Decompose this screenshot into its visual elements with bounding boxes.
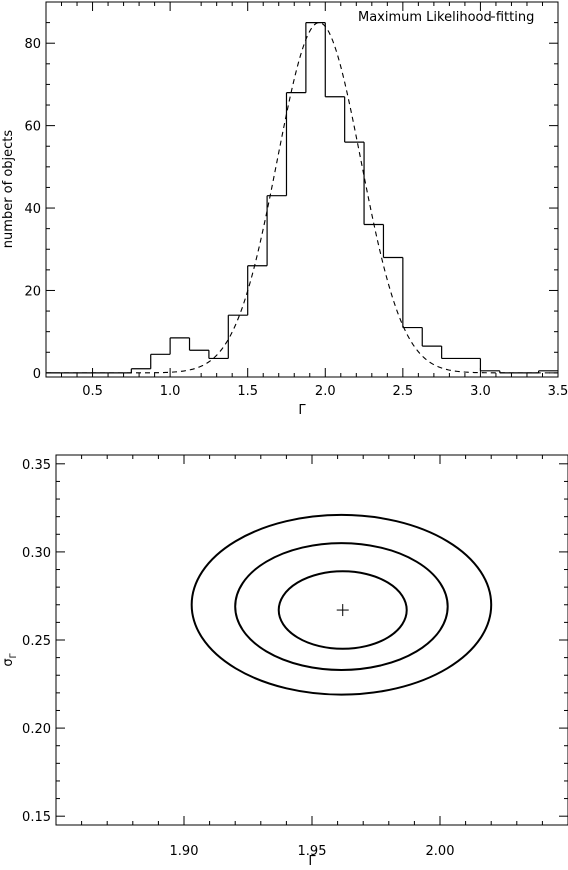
histogram-frame <box>45 1 559 378</box>
histogram-panel: 0.5 1.0 1.5 2.0 2.5 3.0 3.5 0 20 40 60 80 Maximum L… <box>1 1 568 418</box>
y-tick-label: 40 <box>24 202 41 217</box>
confidence-contour <box>234 542 449 671</box>
x-tick-label: 3.0 <box>470 384 491 399</box>
y-tick-label: 0.30 <box>22 546 51 561</box>
confidence-contour <box>277 570 408 650</box>
y-axis-title-text: σΓ <box>1 653 19 666</box>
y-tick-label: 0 <box>33 367 41 382</box>
confidence-contour <box>190 513 493 696</box>
contour-frame <box>55 454 568 826</box>
y-axis-title-bottom: σΓ <box>1 653 19 666</box>
x-tick-label: 3.5 <box>548 384 568 399</box>
histogram-bars <box>46 22 558 374</box>
fit-curve <box>46 22 558 374</box>
x-axis-title-bottom: Γ <box>308 854 316 869</box>
x-tick-label: 2.5 <box>393 384 414 399</box>
histogram-ticks: 0.5 1.0 1.5 2.0 2.5 3.0 3.5 0 20 40 60 80 <box>24 2 568 399</box>
legend-label: Maximum Likelihood fitting <box>358 10 534 25</box>
y-tick-label: 0.15 <box>22 810 51 825</box>
contour-ellipses <box>190 513 493 696</box>
best-fit-marker <box>336 604 349 617</box>
y-tick-label: 0.20 <box>22 722 51 737</box>
x-axis-title-top: Γ <box>298 403 306 418</box>
y-tick-label: 0.35 <box>22 458 51 473</box>
y-tick-label: 80 <box>24 37 41 52</box>
fit-curve-layer <box>46 22 558 374</box>
x-tick-label: 1.0 <box>160 384 181 399</box>
x-tick-label: 2.00 <box>426 844 455 859</box>
x-tick-label: 1.95 <box>298 844 327 859</box>
y-axis-title-top: number of objects <box>1 130 16 249</box>
x-tick-label: 2.0 <box>315 384 336 399</box>
contour-ticks: 1.90 1.95 2.00 0.15 0.20 0.25 0.30 0.35 <box>22 455 568 859</box>
legend: Maximum Likelihood fitting <box>358 10 534 25</box>
y-tick-label: 20 <box>24 284 41 299</box>
y-tick-label: 60 <box>24 120 41 135</box>
x-tick-label: 1.5 <box>237 384 258 399</box>
x-tick-label: 0.5 <box>82 384 103 399</box>
x-tick-label: 1.90 <box>170 844 199 859</box>
y-tick-label: 0.25 <box>22 634 51 649</box>
contour-panel: 1.90 1.95 2.00 0.15 0.20 0.25 0.30 0.35 Γ σΓ <box>1 454 568 869</box>
